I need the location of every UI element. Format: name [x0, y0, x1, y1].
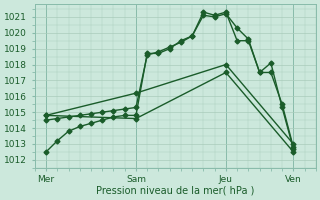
- X-axis label: Pression niveau de la mer( hPa ): Pression niveau de la mer( hPa ): [96, 186, 254, 196]
